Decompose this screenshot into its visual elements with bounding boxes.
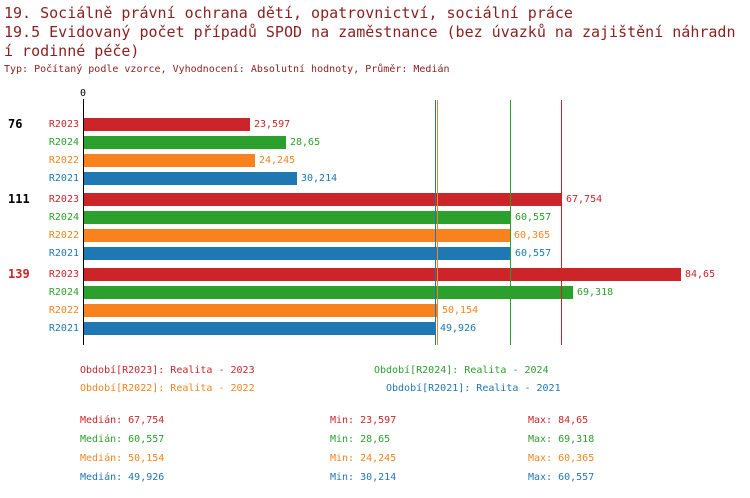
group-count-label: 111 — [8, 192, 30, 206]
bar-value-label-r2022: 24,245 — [259, 155, 296, 166]
bar-value-label-r2022: 60,365 — [514, 230, 551, 241]
bar-period-label-r2024: R2024 — [48, 287, 79, 298]
bar-r2023 — [84, 193, 562, 206]
bar-period-label-r2023: R2023 — [48, 119, 79, 130]
bar-r2021 — [84, 322, 436, 335]
legend-item-r2022: Období[R2022]: Realita - 2022 — [80, 383, 255, 394]
bar-r2023 — [84, 118, 250, 131]
bar-value-label-r2022: 50,154 — [442, 305, 479, 316]
stat-max-r2023: Max: 84,65 — [528, 415, 589, 426]
group-count-label: 139 — [8, 267, 30, 281]
bar-period-label-r2023: R2023 — [48, 194, 79, 205]
bar-period-label-r2021: R2021 — [48, 173, 79, 184]
bar-value-label-r2021: 49,926 — [440, 323, 477, 334]
bar-period-label-r2024: R2024 — [48, 212, 79, 223]
legend-item-r2023: Období[R2023]: Realita - 2023 — [80, 365, 255, 376]
chart-title-line1: 19. Sociálně právní ochrana dětí, opatro… — [4, 4, 573, 22]
median-line-r2022 — [437, 100, 438, 345]
median-line-r2023 — [561, 100, 562, 345]
chart-title-line2: 19.5 Evidovaný počet případů SPOD na zam… — [4, 23, 736, 60]
bar-period-label-r2021: R2021 — [48, 323, 79, 334]
bar-period-label-r2021: R2021 — [48, 248, 79, 259]
median-line-r2024 — [510, 100, 511, 345]
bar-value-label-r2023: 67,754 — [566, 194, 603, 205]
bar-r2021 — [84, 172, 297, 185]
bar-r2024 — [84, 136, 286, 149]
bar-value-label-r2024: 28,65 — [290, 137, 321, 148]
stat-max-r2022: Max: 60,365 — [528, 453, 595, 464]
axis-zero-label: 0 — [79, 88, 87, 99]
bar-value-label-r2021: 60,557 — [515, 248, 552, 259]
bar-value-label-r2023: 84,65 — [685, 269, 716, 280]
chart-subtitle: Typ: Počítaný podle vzorce, Vyhodnocení:… — [4, 64, 450, 75]
stat-median-r2022: Medián: 50,154 — [80, 453, 165, 464]
legend-item-r2024: Období[R2024]: Realita - 2024 — [374, 365, 549, 376]
bar-r2022 — [84, 154, 255, 167]
bar-value-label-r2023: 23,597 — [254, 119, 291, 130]
stat-min-r2023: Min: 23,597 — [330, 415, 397, 426]
stat-max-r2021: Max: 60,557 — [528, 472, 595, 483]
bar-r2024 — [84, 286, 573, 299]
bar-value-label-r2021: 30,214 — [301, 173, 338, 184]
bar-r2021 — [84, 247, 511, 260]
stat-min-r2022: Min: 24,245 — [330, 453, 397, 464]
stat-max-r2024: Max: 69,318 — [528, 434, 595, 445]
group-count-label: 76 — [8, 117, 23, 131]
legend-item-r2021: Období[R2021]: Realita - 2021 — [386, 383, 561, 394]
bar-r2022 — [84, 229, 510, 242]
bar-value-label-r2024: 60,557 — [515, 212, 552, 223]
stat-median-r2024: Medián: 60,557 — [80, 434, 165, 445]
y-axis-line — [83, 99, 84, 345]
bar-r2023 — [84, 268, 681, 281]
median-line-r2021 — [435, 100, 436, 345]
bar-period-label-r2024: R2024 — [48, 137, 79, 148]
stat-min-r2024: Min: 28,65 — [330, 434, 391, 445]
bar-period-label-r2022: R2022 — [48, 155, 79, 166]
bar-period-label-r2022: R2022 — [48, 305, 79, 316]
stat-min-r2021: Min: 30,214 — [330, 472, 397, 483]
bar-period-label-r2023: R2023 — [48, 269, 79, 280]
bar-period-label-r2022: R2022 — [48, 230, 79, 241]
bar-value-label-r2024: 69,318 — [577, 287, 614, 298]
bar-r2022 — [84, 304, 438, 317]
bar-r2024 — [84, 211, 511, 224]
stat-median-r2021: Medián: 49,926 — [80, 472, 165, 483]
stat-median-r2023: Medián: 67,754 — [80, 415, 165, 426]
